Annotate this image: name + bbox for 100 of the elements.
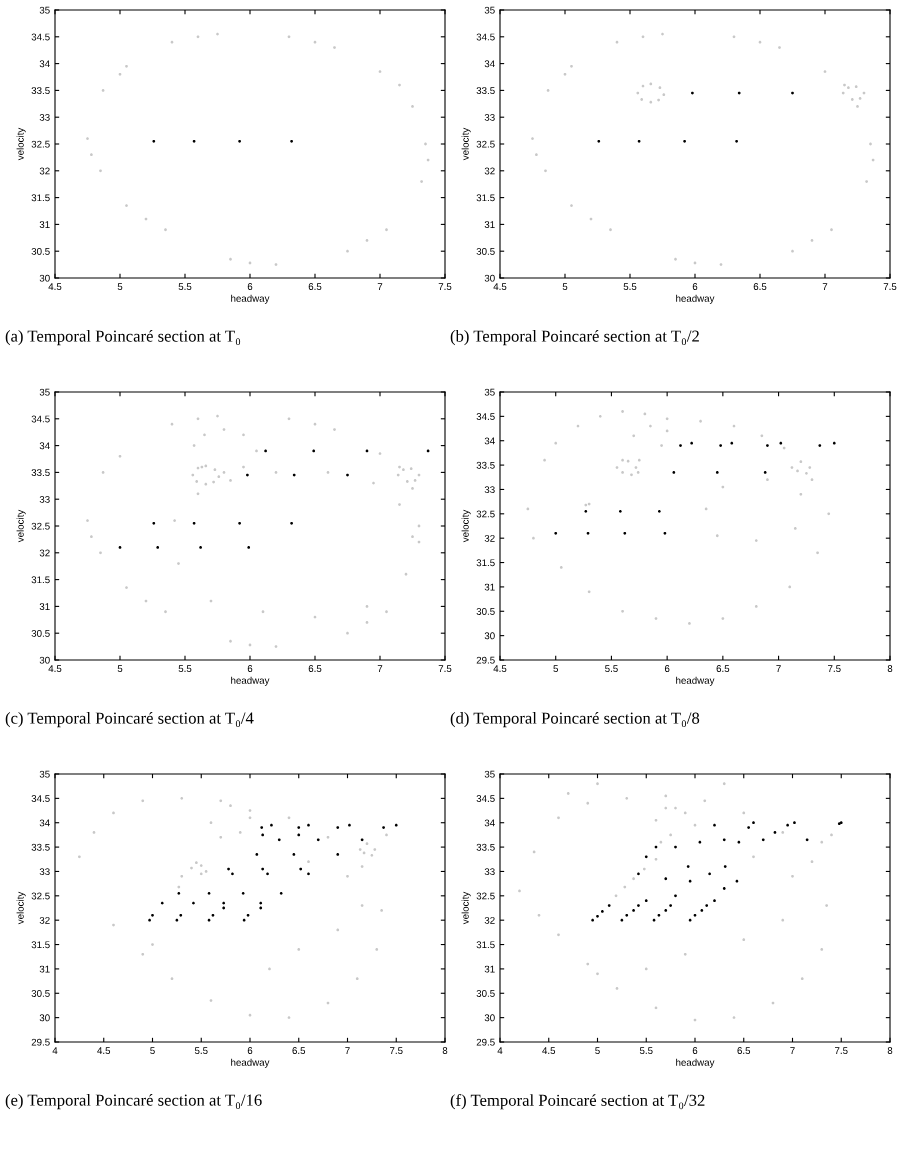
point (754, 539, 758, 543)
y-tick-label: 34.5 (31, 795, 50, 802)
y-tick-label: 31.5 (31, 194, 50, 202)
point (810, 860, 814, 864)
x-tick-label: 7 (822, 283, 828, 290)
point (336, 853, 340, 856)
point (586, 531, 590, 535)
point (199, 864, 203, 867)
x-tick-label: 6.5 (753, 283, 767, 290)
x-axis-title: headway (676, 1058, 715, 1068)
point (170, 977, 174, 981)
point (742, 811, 746, 815)
point (199, 546, 202, 549)
point (365, 842, 369, 846)
y-tick-label: 34.5 (476, 795, 495, 802)
point (266, 872, 269, 876)
point (261, 833, 265, 837)
y-tick-label: 31.5 (476, 194, 495, 202)
point (290, 521, 293, 525)
x-tick-label: 8 (887, 665, 893, 672)
point (229, 804, 232, 808)
point (248, 809, 252, 812)
point (358, 848, 362, 851)
y-tick-label: 33.5 (476, 87, 495, 95)
point (674, 894, 677, 898)
point (92, 831, 96, 834)
text: (c) Temporal Poincaré section at T₀/4 (5, 712, 254, 728)
point (246, 473, 249, 477)
y-tick-label: 33 (484, 113, 495, 121)
x-tick-label: 5.5 (178, 665, 192, 672)
point (382, 826, 385, 829)
y-tick-label: 35 (484, 6, 495, 14)
x-tick-label: 7 (377, 665, 383, 672)
x-tick-label: 6 (247, 665, 253, 672)
point (336, 826, 340, 829)
y-axis-title: velocity (16, 509, 26, 543)
point (375, 948, 379, 951)
point (688, 622, 691, 625)
point (279, 891, 283, 895)
point (732, 35, 736, 39)
point (654, 857, 658, 861)
y-tick-label: 30.5 (31, 990, 50, 997)
y-tick-label: 30.5 (476, 247, 495, 255)
point (735, 139, 738, 143)
point (674, 257, 677, 261)
point (607, 904, 611, 907)
point (177, 891, 181, 895)
y-tick-label: 31.5 (476, 559, 495, 567)
x-tick-label: 5.5 (194, 1047, 208, 1054)
point (554, 531, 558, 535)
point (722, 782, 726, 786)
point (713, 823, 716, 827)
point (621, 471, 624, 474)
y-tick-label: 33.5 (31, 469, 50, 477)
point (209, 821, 213, 825)
y-tick-label: 32 (484, 167, 495, 175)
x-tick-label: 7 (776, 665, 781, 672)
x-tick-label: 5 (117, 283, 123, 290)
text: (a) Temporal Poincaré section at T₀ (5, 330, 241, 346)
point (141, 799, 145, 803)
point (632, 877, 635, 881)
point (657, 509, 661, 513)
y-tick-label: 32.5 (31, 140, 50, 148)
point (222, 901, 226, 905)
point (346, 249, 349, 253)
point (99, 169, 102, 173)
x-tick-label: 7 (345, 1047, 350, 1054)
y-tick-label: 34.5 (476, 33, 495, 41)
y-tick-label: 34 (484, 437, 495, 445)
point (77, 855, 81, 859)
y-tick-label: 35 (484, 388, 495, 396)
x-tick-label: 5.5 (605, 665, 618, 672)
y-tick-label: 33.5 (31, 87, 50, 95)
x-tick-label: 5 (150, 1047, 155, 1054)
x-tick-label: 8 (442, 1047, 448, 1054)
y-tick-label: 31 (484, 583, 495, 591)
point (621, 609, 624, 613)
y-tick-label: 31.5 (476, 941, 495, 949)
point (660, 444, 663, 447)
point (664, 909, 668, 912)
point (259, 906, 263, 910)
y-tick-label: 30.5 (31, 247, 50, 255)
y-tick-label: 35 (39, 388, 50, 396)
point (570, 64, 573, 68)
point (531, 137, 534, 141)
point (752, 855, 755, 859)
y-tick-label: 30.5 (476, 608, 495, 615)
point (380, 909, 384, 912)
point (641, 35, 645, 39)
point (854, 85, 858, 89)
point (598, 414, 602, 418)
x-tick-label: 5 (562, 283, 568, 290)
point (196, 35, 200, 39)
x-tick-label: 7.5 (834, 1047, 848, 1054)
point (546, 89, 550, 92)
point (669, 833, 673, 837)
point (773, 831, 777, 834)
point (326, 835, 330, 839)
point (683, 139, 686, 143)
x-tick-label: 6.5 (308, 283, 322, 290)
